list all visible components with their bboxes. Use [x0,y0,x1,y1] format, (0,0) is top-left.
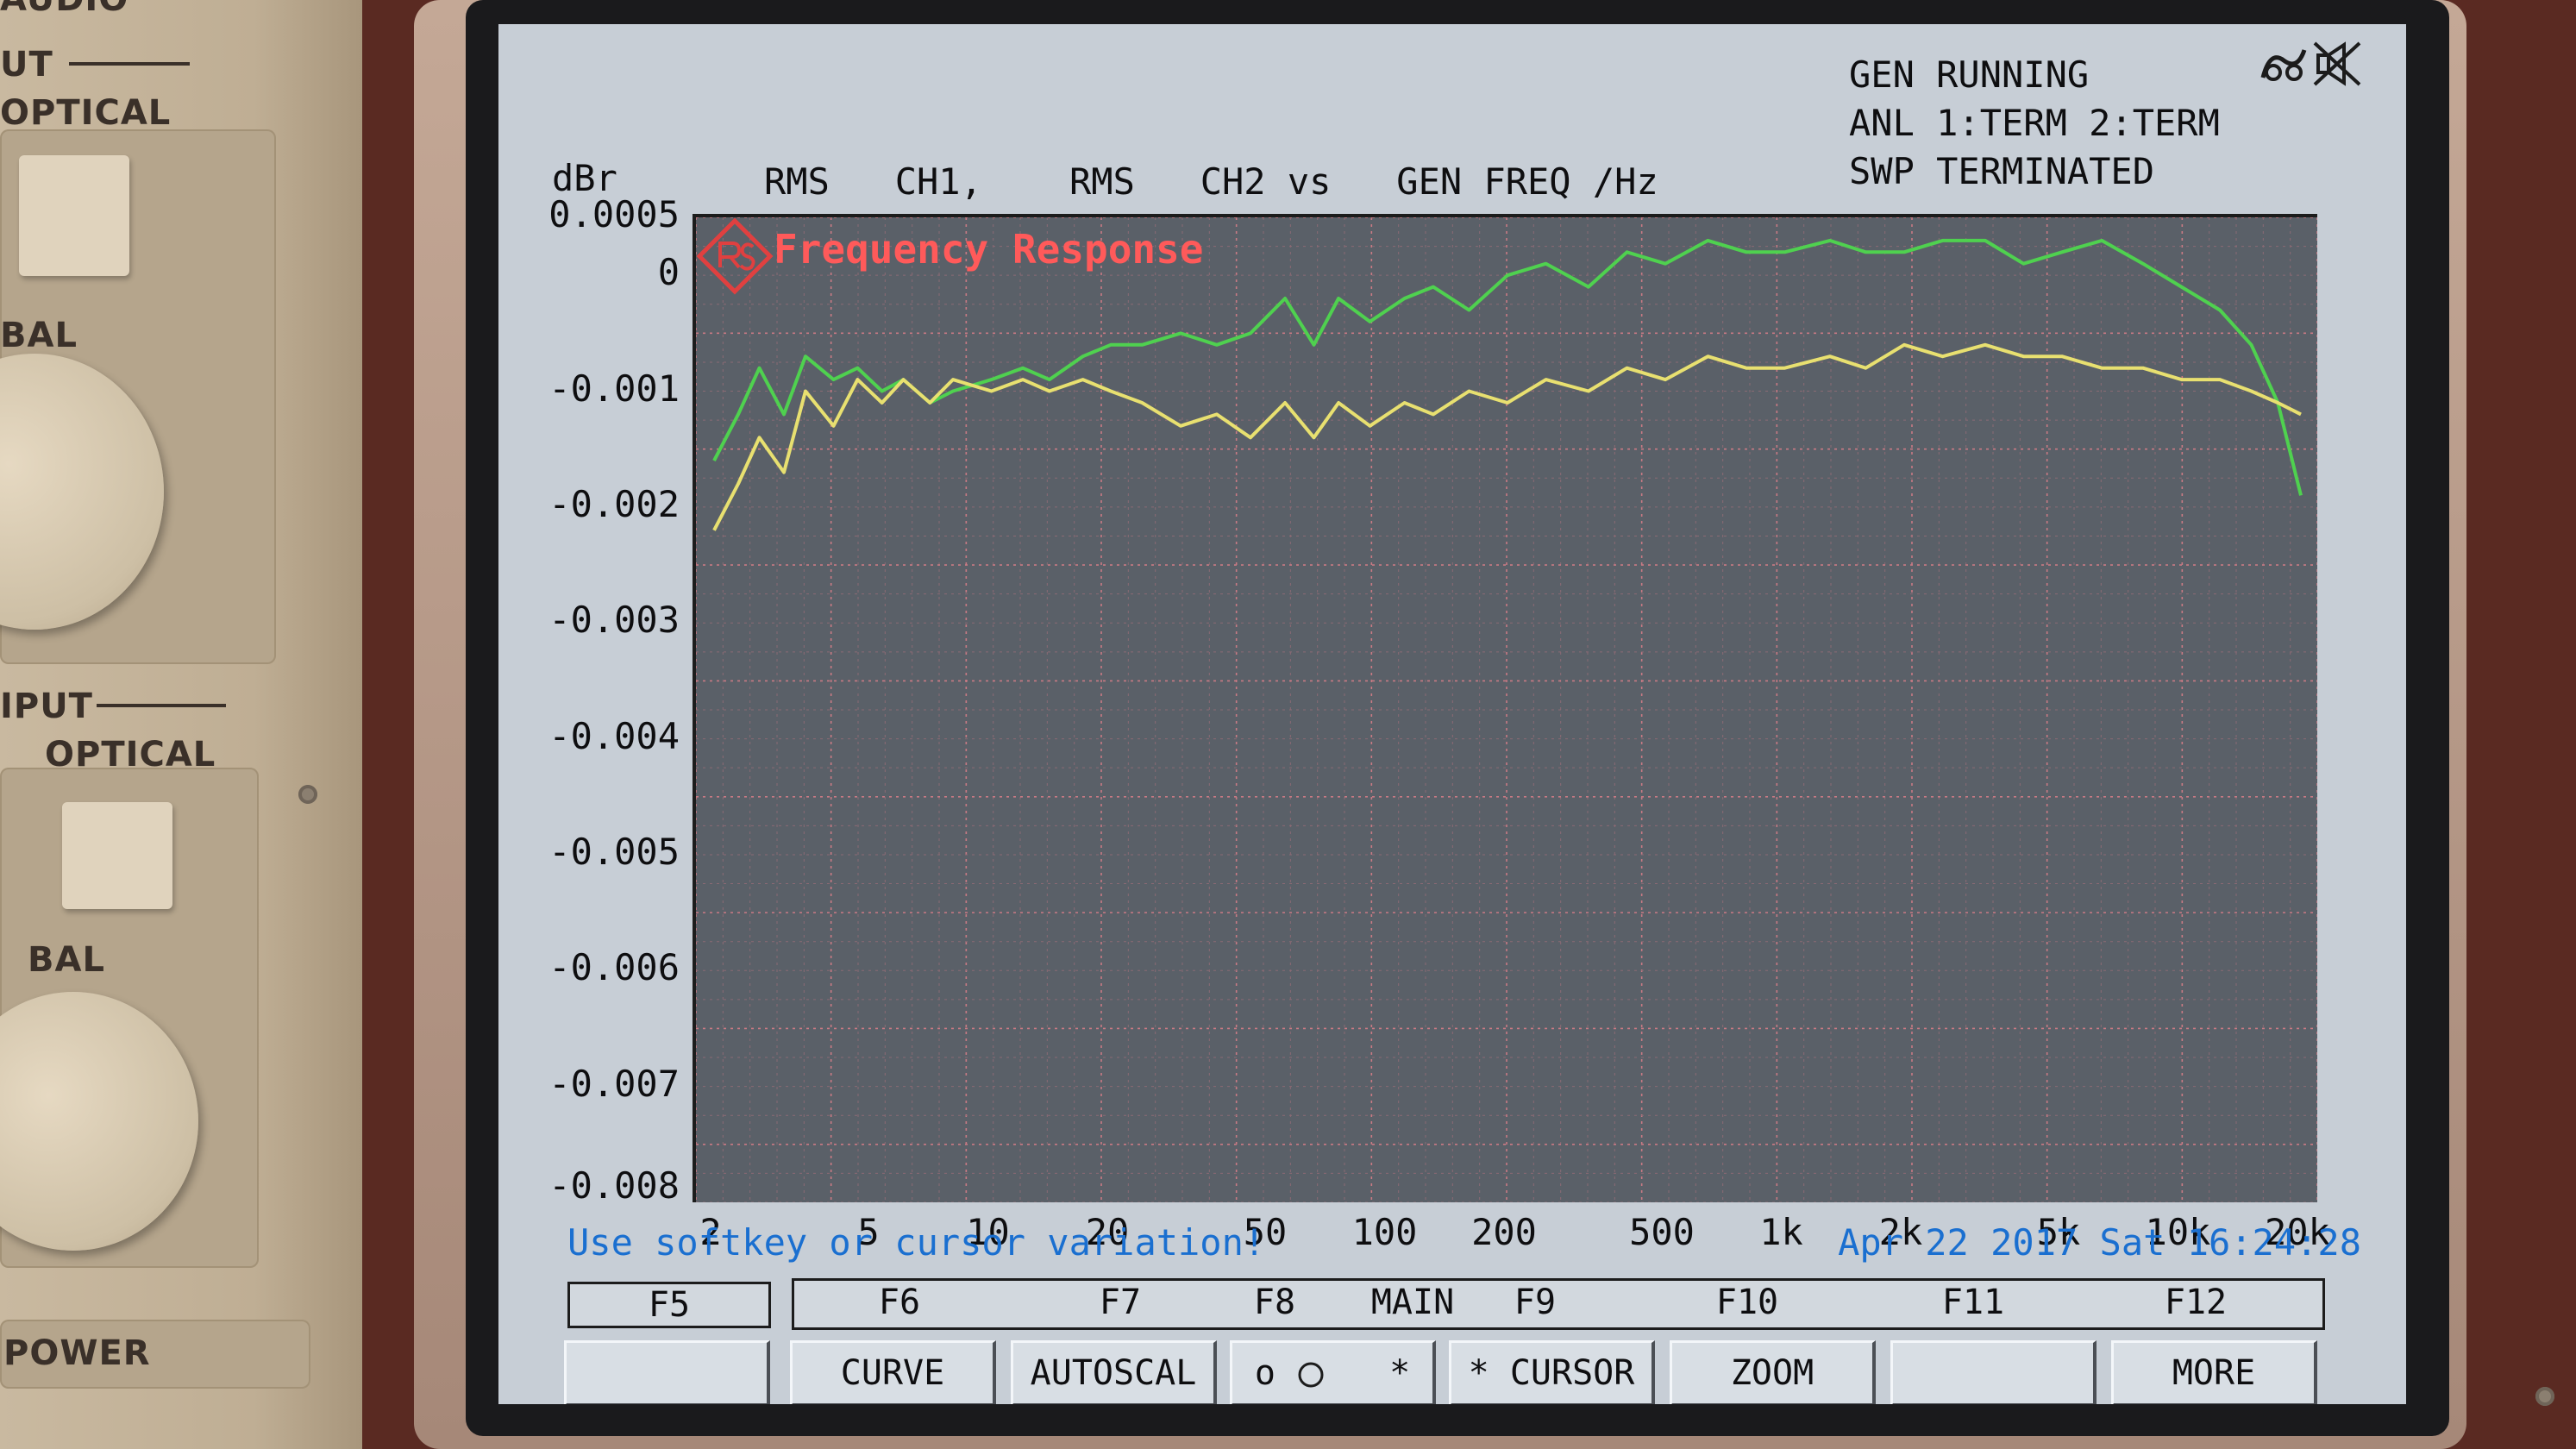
series-line-ch2 [712,342,2302,531]
input-bal-knob[interactable] [0,992,198,1251]
fkey-label-f6: F6 [878,1283,921,1322]
x-tick-label: 20 [1085,1211,1130,1253]
panel-power-section [0,1320,310,1389]
fkey-label-f10: F10 [1715,1283,1779,1322]
speaker-muted-icon [2313,41,2361,86]
panel-divider [97,704,226,707]
x-tick-label: 50 [1243,1211,1288,1253]
softkey-zoom-button[interactable]: ZOOM [1670,1340,1876,1404]
x-tick-label: 200 [1471,1211,1537,1253]
sweep-status: SWP TERMINATED [1849,150,2155,192]
panel-output-bal-label: BAL [0,316,78,355]
softkey-f5[interactable] [564,1340,770,1404]
fkey-label-f5: F5 [567,1282,771,1328]
softkey-radio-toggle[interactable]: o * [1230,1340,1436,1404]
fkey-label-group [792,1278,2325,1330]
panel-divider [69,62,190,66]
y-tick-label: -0.002 [548,482,680,525]
fkey-label-f7: F7 [1099,1283,1142,1322]
radio-on-label: * [1389,1353,1411,1393]
softkey-more-button[interactable]: MORE [2111,1340,2317,1404]
gen-status: GEN RUNNING [1849,53,2090,96]
y-tick-label: -0.001 [548,367,680,410]
radio-off-icon [1298,1362,1324,1388]
y-tick-label: -0.007 [548,1062,680,1105]
panel-input-bal-label: BAL [28,940,105,980]
series-line-ch1 [712,238,2303,496]
trace-description: RMS CH1, RMS CH2 vs GEN FREQ /Hz [764,160,1658,203]
x-tick-label: 10 [966,1211,1010,1253]
x-tick-label: 5 [857,1211,880,1253]
plot-area: Frequency Response [693,214,2317,1202]
softkey-curve-button[interactable]: CURVE [790,1340,996,1404]
rohde-schwarz-logo [696,217,774,295]
x-tick-label: 500 [1629,1211,1695,1253]
generator-symbol-icon [2260,49,2307,81]
y-tick-label: 0 [657,251,680,294]
analyzer-screen: dBr RMS CH1, RMS CH2 vs GEN FREQ /Hz GEN… [498,24,2406,1404]
y-tick-label: -0.005 [548,830,680,873]
x-tick-label: 20k [2265,1211,2330,1253]
instrument-front-panel: AUDIO UT OPTICAL BAL IPUT OPTICAL BAL PO… [0,0,362,1449]
x-tick-label: 100 [1351,1211,1418,1253]
status-line: Use softkey or cursor variation! Apr 22 … [550,1221,2361,1270]
softkey-f11[interactable] [1890,1340,2097,1404]
x-tick-label: 10k [2145,1211,2211,1253]
panel-input-label: IPUT [0,687,93,726]
panel-power-label: POWER [3,1333,151,1373]
fkey-label-f8: F8 [1253,1283,1296,1322]
y-tick-label: -0.008 [548,1164,680,1207]
fkey-label-f9: F9 [1514,1283,1557,1322]
x-tick-label: 1k [1759,1211,1803,1253]
y-tick-label: -0.004 [548,714,680,757]
anl-status: ANL 1:TERM 2:TERM [1849,102,2220,144]
fkey-label-f11: F11 [1941,1283,2005,1322]
y-tick-label: 0.0005 [548,193,680,235]
fkey-label-f12: F12 [2164,1283,2228,1322]
y-tick-label: -0.006 [548,946,680,989]
output-optical-button[interactable] [19,155,129,276]
y-unit-label: dBr [552,157,617,199]
chart-svg [696,217,2317,1202]
softkey-autoscale-button[interactable]: AUTOSCAL [1011,1340,1217,1404]
input-optical-button[interactable] [62,802,172,909]
radio-off-label: o [1254,1353,1275,1393]
panel-output-label: UT [0,45,53,85]
x-tick-label: 2k [1878,1211,1923,1253]
fkey-label-main: MAIN [1370,1283,1455,1322]
panel-screw [298,785,317,804]
bezel-screw [2535,1387,2554,1406]
softkey-cursor-button[interactable]: * CURSOR [1449,1340,1655,1404]
chart-title: Frequency Response [774,226,1204,273]
status-datetime: Apr 22 2017 Sat 16:24:28 [1838,1221,2361,1264]
panel-audio-label: AUDIO [0,0,128,19]
x-tick-label: 5k [2036,1211,2081,1253]
status-message: Use softkey or cursor variation! [567,1221,1266,1264]
y-tick-label: -0.003 [548,599,680,642]
panel-output-optical-label: OPTICAL [0,93,172,133]
x-tick-label: 2 [699,1211,722,1253]
